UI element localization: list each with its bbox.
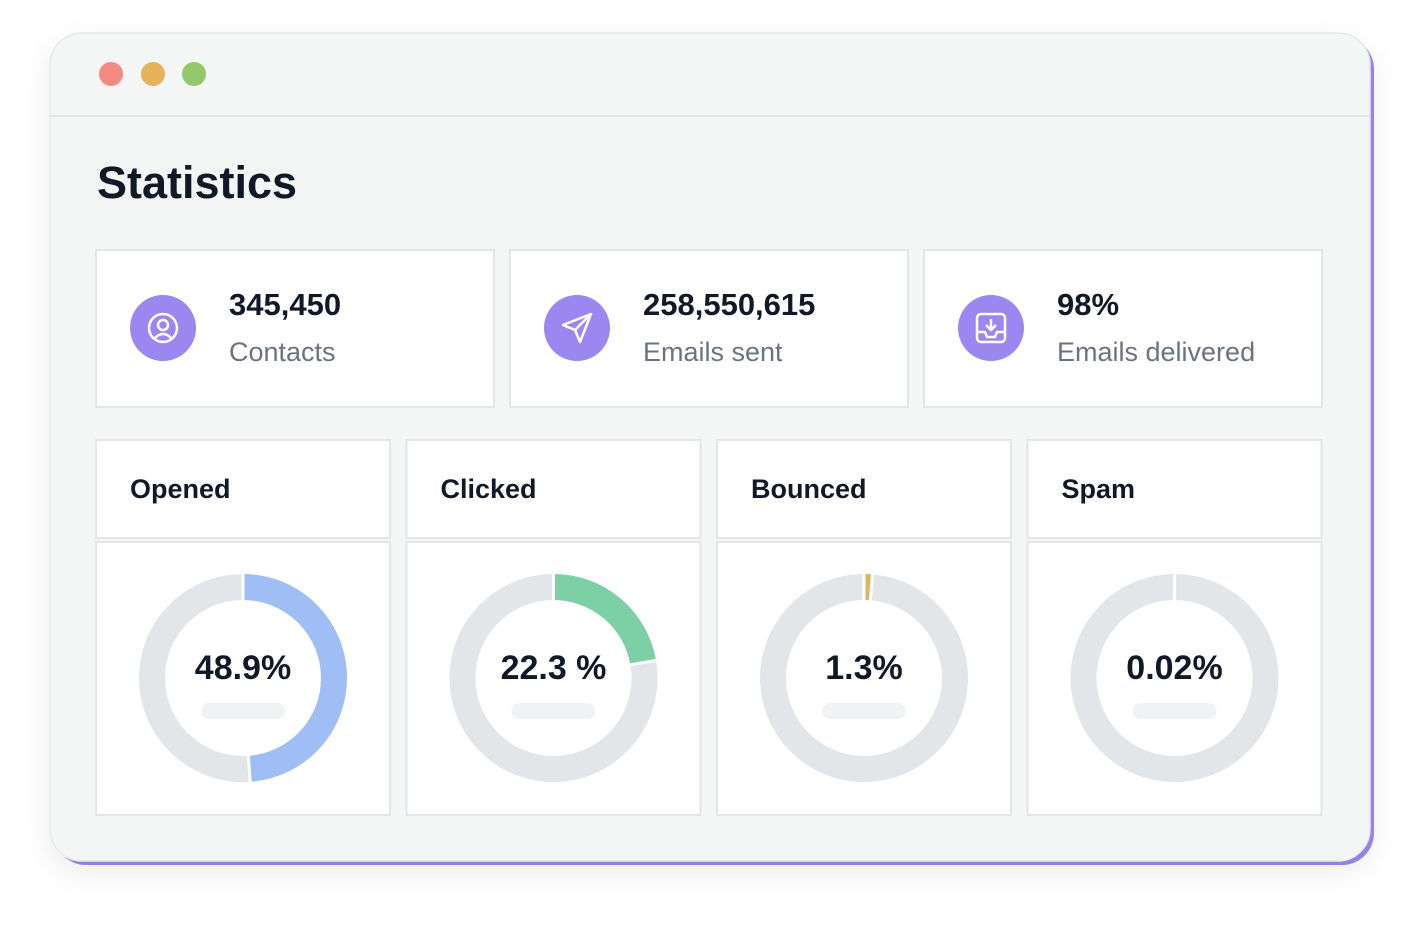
stat-icon-glyph bbox=[147, 312, 179, 344]
donut-cards: Opened 48.9% Clicked 22.3 % Bounced 1.3% Spam 0… bbox=[95, 439, 1323, 816]
stat-label: Emails delivered bbox=[1057, 337, 1255, 367]
stat-value: 98% bbox=[1057, 287, 1119, 322]
donut-title: Spam bbox=[1062, 474, 1136, 504]
donut-separator bbox=[246, 754, 252, 783]
page-title: Statistics bbox=[97, 157, 297, 208]
maximize-dot[interactable] bbox=[182, 62, 206, 86]
icon-stroke bbox=[561, 312, 593, 344]
donut-title: Bounced bbox=[751, 474, 867, 504]
stat-cards: 345,450 Contacts 258,550,615 Emails sent 98%… bbox=[95, 249, 1323, 408]
icon-stroke bbox=[156, 318, 170, 332]
stat-label: Emails sent bbox=[643, 337, 783, 367]
placeholder-pill bbox=[511, 703, 596, 719]
donut-value: 22.3 % bbox=[501, 649, 607, 687]
icon-stroke bbox=[975, 312, 1007, 344]
placeholder-pill bbox=[201, 703, 285, 719]
donut-header bbox=[405, 439, 702, 539]
donut-title: Opened bbox=[130, 474, 231, 504]
placeholder-pill bbox=[822, 703, 906, 719]
donut-header bbox=[1026, 439, 1323, 539]
donut-header bbox=[95, 439, 391, 539]
minimize-dot[interactable] bbox=[141, 62, 165, 86]
stat-label: Contacts bbox=[229, 337, 336, 367]
stat-value: 345,450 bbox=[229, 287, 341, 322]
donut-title: Clicked bbox=[441, 474, 537, 504]
stat-icon bbox=[130, 295, 196, 361]
donut-header bbox=[716, 439, 1012, 539]
icon-stroke bbox=[147, 312, 179, 344]
donut-value: 1.3% bbox=[825, 649, 903, 687]
stat-card bbox=[509, 249, 909, 408]
stat-icon-glyph bbox=[975, 312, 1007, 344]
donut-value: 0.02% bbox=[1126, 649, 1222, 687]
icon-stroke bbox=[977, 319, 1005, 339]
placeholder-pill bbox=[1132, 703, 1217, 719]
stat-icon-glyph bbox=[561, 312, 593, 344]
donut-value: 48.9% bbox=[195, 649, 291, 687]
stat-value: 258,550,615 bbox=[643, 287, 815, 322]
icon-stroke bbox=[154, 332, 172, 339]
donut-separator bbox=[629, 658, 658, 667]
close-dot[interactable] bbox=[99, 62, 123, 86]
donut-separator bbox=[868, 573, 875, 602]
